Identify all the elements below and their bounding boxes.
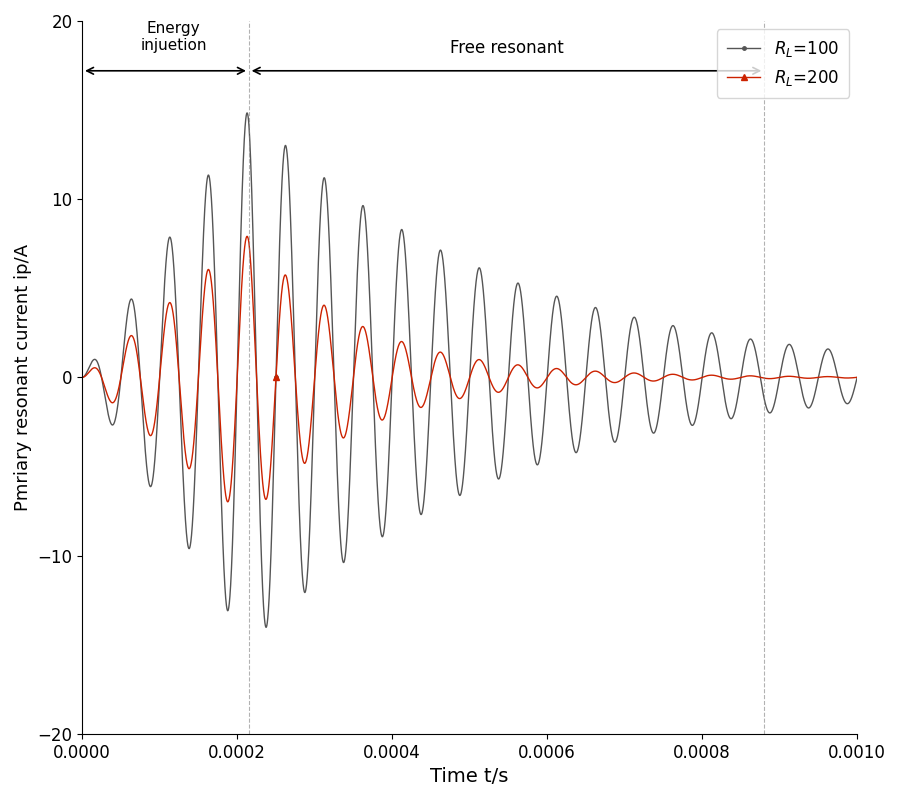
$R_L$=100 — [444, 343, 454, 353]
Text: Free resonant: Free resonant — [450, 38, 563, 57]
$R_L$=200 — [574, 378, 585, 388]
$R_L$=100 — [76, 373, 87, 382]
$R_L$=200 — [632, 369, 643, 378]
X-axis label: Time t/s: Time t/s — [430, 767, 508, 786]
$R_L$=200 — [242, 231, 253, 241]
$R_L$=100 — [574, 435, 585, 445]
$R_L$=100 — [270, 394, 281, 403]
Legend: $R_L$=100, $R_L$=200: $R_L$=100, $R_L$=200 — [717, 30, 849, 98]
$R_L$=100 — [632, 319, 643, 329]
$R_L$=200 — [851, 373, 862, 382]
$R_L$=100 — [242, 108, 253, 118]
$R_L$=100 — [261, 622, 272, 632]
$R_L$=200 — [76, 373, 87, 382]
$R_L$=200 — [222, 497, 233, 506]
$R_L$=200 — [545, 367, 556, 377]
Line: $R_L$=100: $R_L$=100 — [82, 113, 857, 627]
$R_L$=100 — [545, 325, 556, 334]
$R_L$=200 — [444, 367, 454, 377]
$R_L$=100 — [851, 373, 862, 382]
$R_L$=100 — [802, 402, 813, 412]
Line: $R_L$=200: $R_L$=200 — [82, 236, 857, 502]
Text: Energy
injuetion: Energy injuetion — [140, 21, 207, 54]
$R_L$=200 — [802, 374, 813, 383]
$R_L$=200 — [270, 382, 281, 392]
Y-axis label: Pmriary resonant current ip/A: Pmriary resonant current ip/A — [14, 244, 32, 511]
